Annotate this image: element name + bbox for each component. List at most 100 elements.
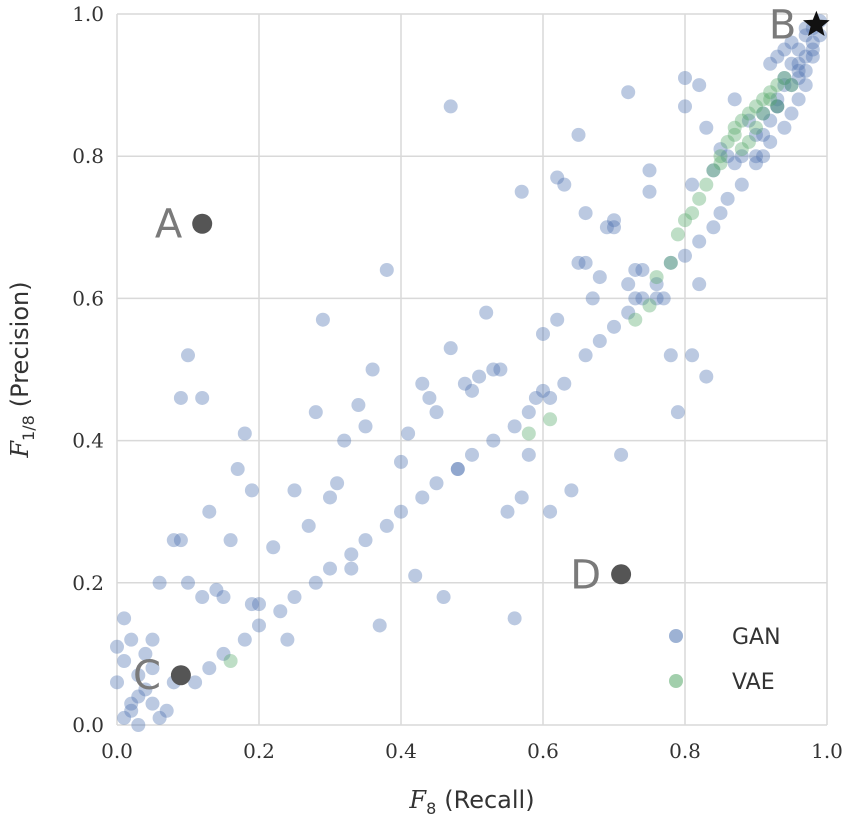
y-axis-label-tail: (Precision) xyxy=(6,281,34,407)
point-gan xyxy=(720,191,735,206)
point-gan xyxy=(429,476,444,491)
point-gan xyxy=(692,234,707,249)
x-tick-label: 0.6 xyxy=(527,739,559,763)
point-gan xyxy=(358,533,373,548)
point-vae xyxy=(521,426,536,441)
point-gan xyxy=(528,390,543,405)
point-vae xyxy=(699,177,714,192)
point-gan xyxy=(756,149,771,164)
x-tick-label: 0.0 xyxy=(101,739,133,763)
point-gan xyxy=(777,120,792,135)
point-vae xyxy=(706,163,721,178)
annotation-label-D: D xyxy=(570,552,601,598)
y-tick-label: 0.8 xyxy=(72,144,104,168)
point-gan xyxy=(763,134,778,149)
point-gan xyxy=(287,483,302,498)
point-gan xyxy=(607,220,621,235)
point-gan xyxy=(678,99,692,114)
point-gan xyxy=(805,35,820,50)
point-gan xyxy=(188,675,203,690)
y-tick-label: 0.2 xyxy=(72,571,104,595)
point-gan xyxy=(798,63,813,78)
x-tick-label: 1.0 xyxy=(811,739,843,763)
point-vae xyxy=(649,270,664,285)
point-gan xyxy=(244,597,259,612)
point-gan xyxy=(521,447,536,462)
point-gan xyxy=(379,518,394,533)
point-gan xyxy=(777,42,792,57)
point-gan xyxy=(592,270,607,285)
point-gan xyxy=(216,646,231,661)
point-gan xyxy=(422,390,437,405)
point-gan xyxy=(784,56,799,71)
point-gan xyxy=(692,78,707,93)
point-vae xyxy=(749,99,763,114)
point-gan xyxy=(308,575,323,590)
point-gan xyxy=(181,348,195,363)
point-gan xyxy=(237,632,252,647)
point-gan xyxy=(663,255,678,270)
y-axis-label-sub: 1/8 xyxy=(19,415,38,441)
point-gan xyxy=(287,590,302,605)
point-gan xyxy=(301,518,316,533)
point-gan xyxy=(450,462,465,477)
point-vae xyxy=(713,149,728,164)
point-gan xyxy=(571,255,586,270)
point-vae xyxy=(734,142,749,157)
point-gan xyxy=(699,120,714,135)
point-gan xyxy=(358,419,373,434)
point-gan xyxy=(330,476,345,491)
point-vae xyxy=(670,227,685,242)
point-gan xyxy=(429,405,444,420)
point-gan xyxy=(784,35,799,50)
point-gan xyxy=(557,376,572,391)
point-gan xyxy=(536,383,550,398)
point-gan xyxy=(756,127,771,142)
point-gan xyxy=(344,561,359,576)
point-gan xyxy=(805,49,820,64)
point-gan xyxy=(514,184,529,199)
point-gan xyxy=(308,405,323,420)
point-gan xyxy=(223,533,238,548)
point-gan xyxy=(145,696,160,711)
point-gan xyxy=(110,675,124,690)
annotation-marker-C xyxy=(170,665,191,686)
point-gan xyxy=(621,277,636,292)
point-gan xyxy=(599,220,614,235)
point-gan xyxy=(791,63,806,78)
point-gan xyxy=(734,149,749,164)
y-tick-label: 0.6 xyxy=(72,286,104,310)
point-gan xyxy=(536,326,550,341)
point-vae xyxy=(727,120,742,135)
grid xyxy=(116,13,828,726)
point-gan xyxy=(117,611,132,626)
point-gan xyxy=(230,462,245,477)
point-gan xyxy=(493,362,508,377)
point-gan xyxy=(713,142,728,157)
point-gan xyxy=(443,341,458,356)
point-gan xyxy=(791,56,806,71)
legend: GAN VAE xyxy=(669,625,781,695)
point-gan xyxy=(770,92,785,107)
point-vae xyxy=(741,134,756,149)
data-points xyxy=(110,14,827,732)
point-gan xyxy=(152,575,167,590)
annotation-label-A: A xyxy=(155,202,183,248)
point-gan xyxy=(465,383,479,398)
point-gan xyxy=(805,42,820,57)
point-gan xyxy=(408,568,423,583)
point-gan xyxy=(685,348,700,363)
point-gan xyxy=(372,618,387,633)
annotation-label-B: B xyxy=(769,3,796,49)
point-vae xyxy=(642,298,657,313)
point-gan xyxy=(777,70,792,85)
point-gan xyxy=(152,710,167,725)
point-gan xyxy=(436,590,451,605)
point-gan xyxy=(763,56,778,71)
point-gan xyxy=(124,696,139,711)
point-gan xyxy=(621,305,636,320)
point-gan xyxy=(401,426,416,441)
point-gan xyxy=(578,255,593,270)
point-gan xyxy=(550,312,565,327)
